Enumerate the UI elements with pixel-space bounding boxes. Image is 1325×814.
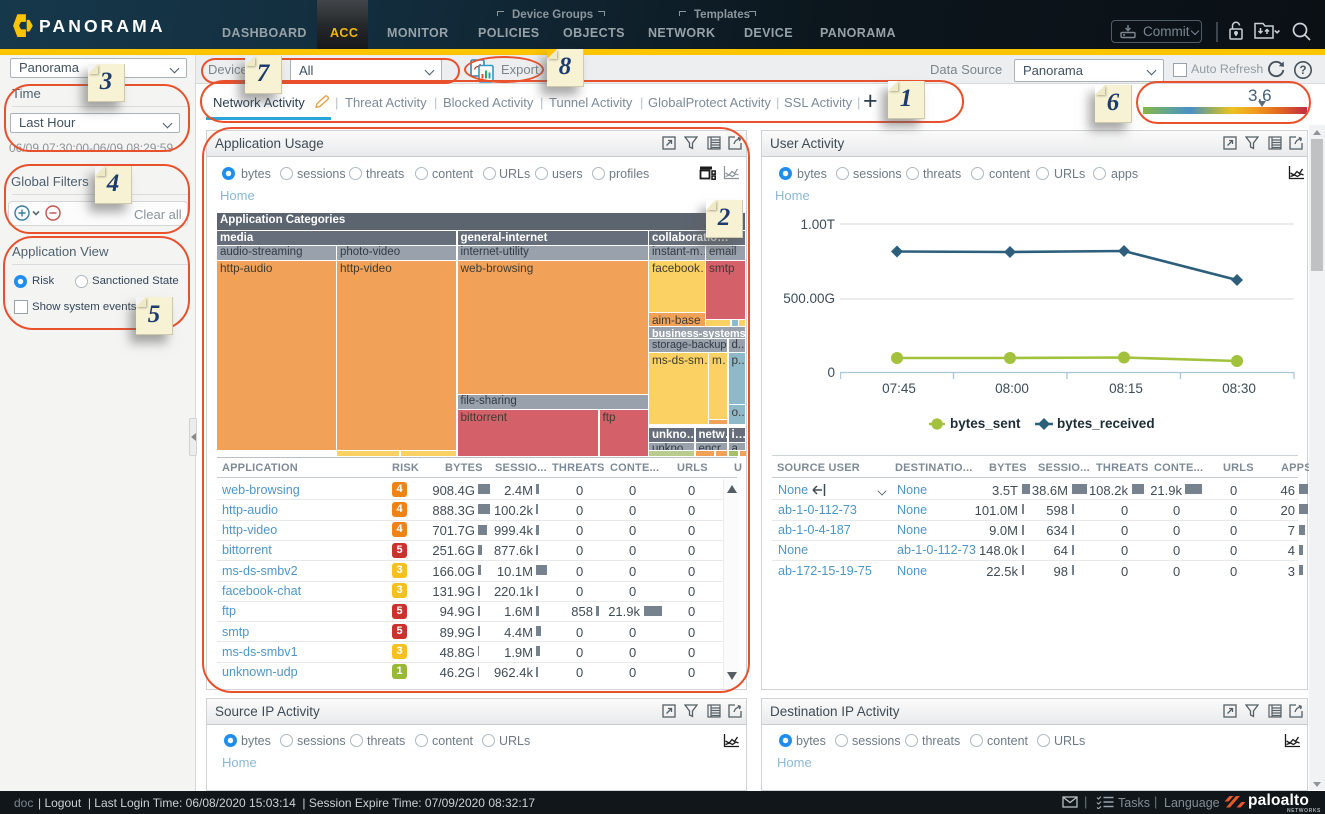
svg-text:?: ? <box>1299 65 1306 77</box>
